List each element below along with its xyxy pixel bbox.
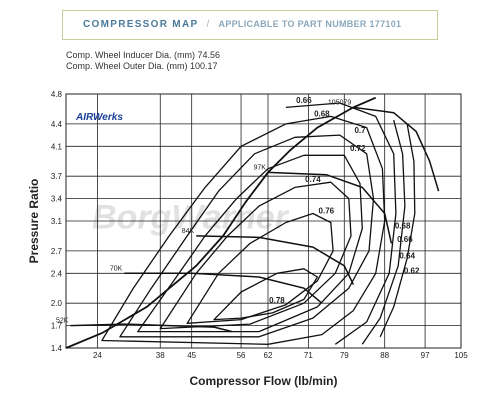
efficiency-label: 0.62	[404, 266, 420, 275]
y-tick-label: 3.4	[51, 195, 63, 204]
x-tick-label: 71	[304, 351, 313, 360]
efficiency-label: 0.66	[397, 235, 413, 244]
efficiency-island	[285, 102, 397, 345]
efficiency-island	[119, 134, 375, 338]
efficiency-island	[101, 115, 386, 345]
x-tick-label: 105	[454, 351, 468, 360]
y-tick-label: 4.4	[51, 120, 63, 129]
y-tick-label: 3.1	[51, 217, 63, 226]
speed-line	[267, 171, 393, 244]
speed-line	[196, 235, 354, 285]
y-tick-label: 3.7	[51, 172, 63, 181]
spec-outer-diameter: Comp. Wheel Outer Dia. (mm) 100.17	[66, 61, 218, 71]
efficiency-label: 0.66	[296, 96, 312, 105]
speed-line-label: 70K	[110, 265, 123, 272]
efficiency-label: 0.78	[269, 296, 285, 305]
speed-line	[353, 106, 440, 192]
y-tick-label: 2.4	[51, 269, 63, 278]
y-tick-label: 4.1	[51, 142, 63, 151]
x-tick-label: 62	[264, 351, 273, 360]
y-tick-label: 1.7	[51, 322, 63, 331]
x-tick-label: 45	[187, 351, 196, 360]
y-tick-label: 1.4	[51, 344, 63, 353]
efficiency-label: 0.68	[314, 109, 330, 118]
x-tick-label: 24	[93, 351, 102, 360]
efficiency-label: 0.7	[354, 126, 366, 135]
speed-line	[70, 323, 233, 333]
efficiency-label: 0.76	[319, 207, 335, 216]
efficiency-island	[379, 123, 416, 338]
surge-line	[65, 96, 377, 349]
efficiency-island	[186, 212, 334, 324]
chart-header: COMPRESSOR MAP / APPLICABLE TO PART NUMBER…	[83, 19, 401, 30]
airwerks-logo: AIRWerks	[75, 112, 123, 123]
speed-line	[124, 272, 323, 304]
title-separator: /	[206, 19, 211, 30]
y-tick-label: 2.7	[51, 247, 63, 256]
header-box: COMPRESSOR MAP / APPLICABLE TO PART NUMBER…	[62, 10, 438, 40]
x-tick-label: 38	[156, 351, 165, 360]
y-tick-label: 2.0	[51, 299, 63, 308]
chart-subtitle: APPLICABLE TO PART NUMBER 177101	[218, 19, 402, 29]
chart-title: COMPRESSOR MAP	[83, 19, 199, 30]
efficiency-label: 0.74	[305, 175, 321, 184]
x-axis-label: Compressor Flow (lb/min)	[189, 374, 337, 388]
efficiency-island	[159, 181, 352, 330]
speed-line-label: 52K	[56, 318, 69, 325]
speed-line-label: 84K	[182, 228, 195, 235]
x-tick-label: 79	[340, 351, 349, 360]
y-tick-label: 4.8	[51, 90, 63, 99]
efficiency-island	[361, 119, 406, 345]
y-axis-label: Pressure Ratio	[27, 179, 41, 264]
speed-line-label: 97K	[254, 164, 267, 171]
speed-line-label: 105079	[328, 99, 351, 106]
spec-inducer-diameter: Comp. Wheel Inducer Dia. (mm) 74.56	[66, 50, 221, 60]
x-tick-label: 88	[380, 351, 389, 360]
x-tick-label: 97	[421, 351, 430, 360]
x-tick-label: 56	[237, 351, 246, 360]
